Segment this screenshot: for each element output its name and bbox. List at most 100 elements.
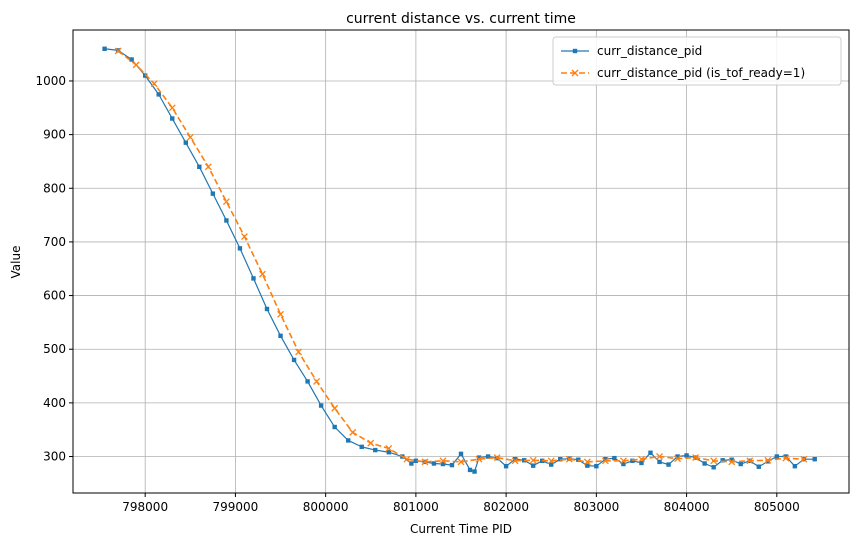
y-tick-label: 600 bbox=[43, 289, 66, 303]
x-marker-stroke bbox=[511, 457, 519, 465]
data-point bbox=[237, 246, 243, 251]
x-marker-stroke bbox=[547, 457, 555, 465]
y-tick-label: 800 bbox=[43, 181, 66, 195]
data-point bbox=[638, 455, 645, 463]
x-marker-stroke bbox=[168, 104, 176, 112]
data-point bbox=[511, 457, 519, 465]
x-tick-label: 805000 bbox=[754, 500, 800, 514]
data-point bbox=[403, 455, 411, 463]
x-marker-stroke bbox=[114, 47, 122, 55]
x-marker-stroke bbox=[692, 454, 700, 462]
series-layer bbox=[102, 46, 817, 474]
y-tick-label: 700 bbox=[43, 235, 66, 249]
x-marker-stroke bbox=[746, 457, 754, 465]
data-point bbox=[156, 92, 161, 97]
x-marker-stroke bbox=[457, 458, 465, 466]
data-point bbox=[359, 444, 364, 450]
data-point bbox=[565, 455, 573, 463]
data-point bbox=[711, 465, 716, 470]
data-point bbox=[738, 461, 743, 467]
data-point bbox=[210, 191, 216, 196]
x-tick-label: 803000 bbox=[573, 500, 619, 514]
x-marker-stroke bbox=[277, 310, 284, 318]
data-point bbox=[168, 104, 176, 112]
data-point bbox=[485, 454, 491, 459]
data-point bbox=[800, 455, 808, 463]
legend-swatch-marker bbox=[571, 69, 579, 77]
x-marker-stroke bbox=[421, 458, 429, 466]
x-marker-stroke bbox=[240, 233, 248, 241]
data-point bbox=[224, 218, 229, 223]
y-tick-label: 400 bbox=[43, 396, 66, 410]
series-curr-distance-pid-tof-ready bbox=[114, 47, 808, 466]
x-marker-stroke bbox=[313, 377, 321, 385]
data-point bbox=[373, 447, 378, 453]
data-point bbox=[367, 439, 375, 447]
x-marker-stroke bbox=[601, 457, 609, 465]
x-tick-label: 799000 bbox=[213, 500, 259, 514]
data-point bbox=[774, 454, 780, 459]
data-point bbox=[183, 140, 188, 145]
x-marker-stroke bbox=[295, 348, 303, 356]
data-point bbox=[385, 445, 393, 452]
x-marker-stroke bbox=[728, 458, 736, 466]
data-point bbox=[457, 458, 465, 466]
x-marker-stroke bbox=[565, 455, 573, 463]
x-marker-stroke bbox=[475, 455, 483, 463]
data-point bbox=[475, 455, 483, 463]
data-point bbox=[512, 457, 518, 462]
data-point bbox=[222, 198, 230, 206]
data-point bbox=[621, 461, 626, 467]
data-point bbox=[349, 428, 357, 436]
chart-title: current distance vs. current time bbox=[346, 11, 576, 27]
data-point bbox=[251, 276, 256, 281]
data-point bbox=[421, 458, 429, 466]
x-axis-label: Current Time PID bbox=[410, 522, 512, 536]
data-point bbox=[756, 464, 761, 469]
y-tick-label: 1000 bbox=[35, 74, 66, 88]
grid bbox=[73, 30, 849, 493]
data-point bbox=[458, 451, 464, 457]
data-point bbox=[386, 450, 392, 455]
x-marker-stroke bbox=[571, 69, 579, 77]
y-axis-label: Value bbox=[9, 246, 23, 279]
data-point bbox=[720, 458, 725, 463]
data-point bbox=[583, 458, 591, 466]
series-curr-distance-pid bbox=[102, 46, 817, 474]
data-point bbox=[305, 379, 310, 384]
data-point bbox=[114, 47, 122, 55]
data-point bbox=[648, 450, 653, 455]
legend: curr_distance_pid curr_distance_pid (is_t… bbox=[552, 36, 842, 86]
x-marker-stroke bbox=[186, 133, 194, 141]
x-tick-label: 801000 bbox=[393, 500, 439, 514]
x-marker-stroke bbox=[638, 455, 645, 463]
data-point bbox=[585, 463, 590, 468]
data-point bbox=[142, 73, 148, 78]
data-point bbox=[558, 457, 563, 462]
y-tick-label: 500 bbox=[43, 342, 66, 356]
data-point bbox=[601, 457, 609, 465]
data-point bbox=[472, 469, 477, 474]
data-point bbox=[612, 455, 617, 461]
data-point bbox=[710, 457, 718, 465]
data-point bbox=[594, 463, 599, 469]
x-marker-stroke bbox=[349, 428, 357, 436]
x-marker-stroke bbox=[493, 454, 501, 462]
data-point bbox=[431, 461, 437, 466]
x-marker-stroke bbox=[800, 455, 808, 463]
data-point bbox=[503, 463, 509, 469]
x-marker-stroke bbox=[782, 454, 790, 462]
data-point bbox=[264, 306, 270, 312]
data-point bbox=[729, 457, 734, 462]
x-tick-label: 802000 bbox=[483, 500, 529, 514]
data-point bbox=[783, 454, 789, 459]
data-point bbox=[493, 454, 501, 462]
legend-swatch-marker bbox=[572, 48, 578, 54]
data-point bbox=[529, 456, 537, 464]
data-point bbox=[313, 377, 321, 385]
data-point bbox=[728, 458, 736, 466]
data-point bbox=[439, 457, 447, 465]
data-point bbox=[746, 457, 754, 465]
data-point bbox=[530, 463, 536, 468]
